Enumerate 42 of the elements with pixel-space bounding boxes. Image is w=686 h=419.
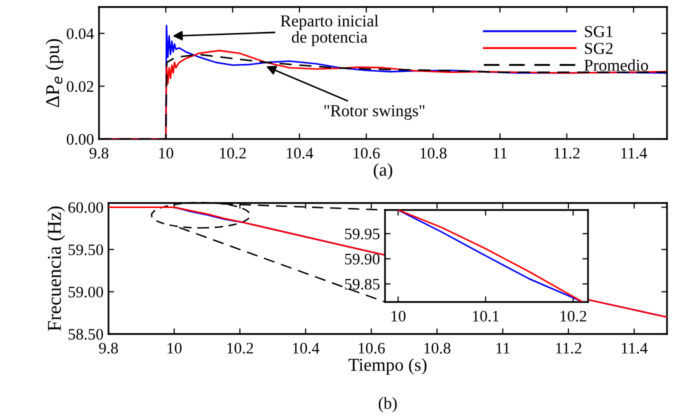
y-tick-label: 0.00 [66, 134, 94, 145]
y-tick-label: 59.85 [345, 278, 380, 290]
y-axis-title: Frecuencia (Hz) [47, 206, 65, 331]
x-tick-label: 9.8 [90, 148, 108, 159]
series-label: SG2 [584, 42, 613, 54]
annotation: "Rotor swings" [324, 105, 424, 120]
x-tick-label: 10 [392, 310, 406, 322]
x-axis-title: (a) [374, 163, 392, 180]
x-tick-label: 10.1 [473, 310, 499, 322]
x-tick-label: 10 [159, 148, 174, 159]
x-tick-label: 11.4 [621, 148, 648, 159]
x-tick-label: 10.8 [420, 148, 446, 159]
x-tick-label: 10.4 [286, 148, 314, 159]
y-tick-label: 59.00 [68, 286, 104, 298]
x-tick-label: 11.2 [554, 148, 580, 159]
x-tick-label: 11 [494, 148, 507, 158]
x-tick-label: 10 [168, 342, 182, 354]
y-tick-label: 58.50 [68, 328, 104, 340]
x-tick-label: 10.2 [560, 310, 586, 322]
x-axis-title: Tiempo (s) [348, 358, 427, 375]
y-tick-label: 0.02 [66, 81, 94, 92]
x-tick-label: 11.2 [556, 342, 582, 354]
y-tick-label: 59.90 [345, 254, 380, 265]
x-tick-label: 11.4 [622, 342, 648, 354]
text: (b) [378, 397, 397, 412]
x-tick-label: 10.4 [293, 342, 320, 354]
y-tick-label: 59.95 [345, 228, 380, 240]
y-tick-label: 60.00 [68, 202, 104, 213]
y-tick-label: 0.04 [66, 28, 94, 40]
y-axis-title: ΔP$_{e}$ (pu) [46, 39, 64, 108]
line-series [397, 210, 583, 302]
x-tick-label: 10.2 [220, 148, 246, 159]
series-label: Promedio [584, 59, 648, 71]
x-tick-label: 9.8 [99, 342, 118, 354]
text: SG1 [584, 26, 612, 38]
x-tick-label: 10.6 [358, 342, 385, 354]
x-tick-label: 10.6 [354, 148, 380, 159]
y-tick-label: 59.50 [68, 244, 104, 256]
annotation: Reparto inicial de potencia [280, 14, 378, 46]
x-tick-label: 10.2 [227, 342, 254, 354]
x-tick-label: 10.8 [424, 342, 450, 354]
x-tick-label: 11 [496, 342, 510, 354]
